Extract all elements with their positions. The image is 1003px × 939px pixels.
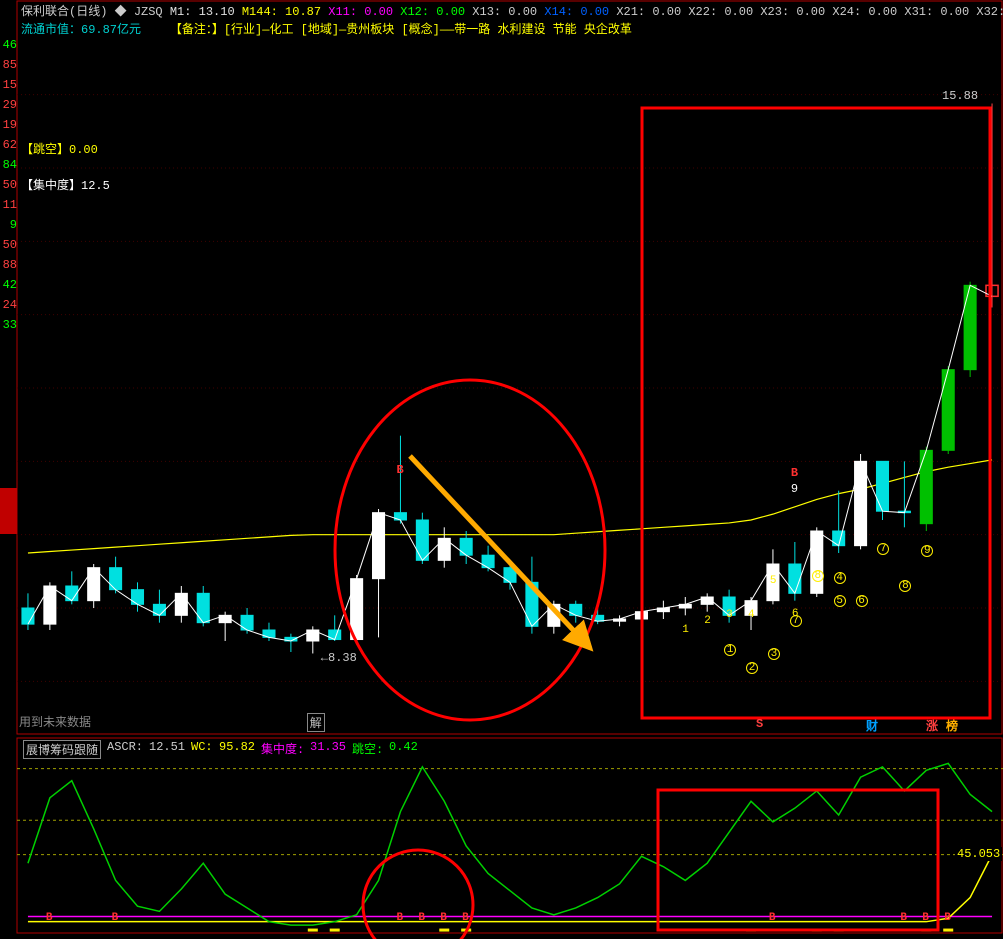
count-circled: 3 bbox=[768, 648, 780, 660]
count-label: 3 bbox=[726, 609, 733, 621]
gap-annot: 【跳空】0.00 bbox=[21, 140, 98, 157]
price-low-label: ←8.38 bbox=[321, 651, 357, 665]
sub-b-mark: B bbox=[462, 912, 469, 924]
count-circled: 6 bbox=[856, 595, 868, 607]
yaxis-tick: 88 bbox=[0, 258, 17, 272]
b-mark: B bbox=[791, 466, 798, 480]
count-label: 1 bbox=[682, 624, 689, 636]
jie-label: 解 bbox=[307, 713, 325, 732]
yaxis-tick: 50 bbox=[0, 178, 17, 192]
count-circled: 5 bbox=[834, 595, 846, 607]
foot-label: 财 bbox=[866, 717, 878, 734]
sub-b-mark: B bbox=[900, 912, 907, 924]
sub-title-part: 集中度: bbox=[261, 740, 304, 757]
yaxis-tick: 42 bbox=[0, 278, 17, 292]
yaxis-tick: 9 bbox=[0, 218, 17, 232]
yaxis-tick: 29 bbox=[0, 98, 17, 112]
count-circled: 7 bbox=[790, 615, 802, 627]
concentration-annot: 【集中度】12.5 bbox=[21, 176, 110, 193]
yaxis-tick: 84 bbox=[0, 158, 17, 172]
sub-right-label: 45.053 bbox=[955, 847, 1002, 861]
count-circled: 4 bbox=[834, 572, 846, 584]
sub-title-part: 95.82 bbox=[219, 740, 255, 754]
sub-title-part: 展博筹码跟随 bbox=[23, 740, 101, 759]
foot-label: 涨 bbox=[926, 717, 938, 734]
sub-b-mark: B bbox=[769, 912, 776, 924]
sub-title-part: 31.35 bbox=[310, 740, 346, 754]
price-high-label: 15.88 bbox=[942, 89, 978, 103]
sub-b-mark: B bbox=[944, 912, 951, 924]
count-circled: 2 bbox=[746, 662, 758, 674]
header-line1: 保利联合(日线) ◆ JZSQ M1: 13.10 M144: 10.87 X1… bbox=[21, 2, 1003, 19]
yaxis-tick: 46 bbox=[0, 38, 17, 52]
sub-title-part: ASCR: bbox=[107, 740, 143, 754]
sub-b-mark: B bbox=[396, 912, 403, 924]
b-mark: B bbox=[396, 463, 403, 477]
count-label: 4 bbox=[748, 609, 755, 621]
yaxis-tick: 24 bbox=[0, 298, 17, 312]
sub-b-mark: B bbox=[922, 912, 929, 924]
foot-label: 榜 bbox=[946, 717, 958, 734]
foot-label: S bbox=[756, 717, 763, 731]
future-data-label: 用到未来数据 bbox=[19, 713, 91, 730]
yaxis-tick: 62 bbox=[0, 138, 17, 152]
count-circled: 8 bbox=[812, 570, 824, 582]
nine-mark: 9 bbox=[791, 482, 798, 496]
header-line2: 流通市值：69.87亿元 【备注：】[行业]—化工 [地域]—贵州板块 [概念]… bbox=[21, 20, 632, 37]
count-label: 5 bbox=[770, 575, 777, 587]
sub-title-part: WC: bbox=[191, 740, 213, 754]
sub-title-part: 12.51 bbox=[149, 740, 185, 754]
yaxis-tick: 33 bbox=[0, 318, 17, 332]
sub-b-mark: B bbox=[46, 912, 53, 924]
yaxis-tick: 85 bbox=[0, 58, 17, 72]
yaxis-tick: 11 bbox=[0, 198, 17, 212]
yaxis-tick: 50 bbox=[0, 238, 17, 252]
sub-b-mark: B bbox=[418, 912, 425, 924]
count-label: 2 bbox=[704, 615, 711, 627]
yaxis-tick: 15 bbox=[0, 78, 17, 92]
sub-b-mark: B bbox=[112, 912, 119, 924]
sub-b-mark: B bbox=[440, 912, 447, 924]
sub-title-part: 跳空: bbox=[352, 740, 383, 757]
count-circled: 1 bbox=[724, 644, 736, 656]
yaxis-tick: 19 bbox=[0, 118, 17, 132]
sub-title-part: 0.42 bbox=[389, 740, 418, 754]
